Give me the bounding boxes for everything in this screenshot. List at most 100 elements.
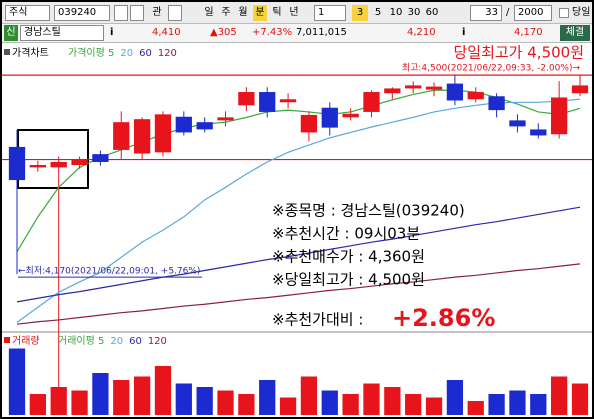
volume-bar: [342, 394, 359, 415]
minute-button[interactable]: 10: [389, 7, 403, 18]
candle-body: [467, 92, 484, 100]
legend-entry: 거래이평 5: [58, 335, 104, 347]
legend-entry: 60: [139, 48, 152, 59]
volume-bar: [133, 376, 151, 415]
volume-bar: [446, 380, 464, 415]
candle-body: [196, 122, 213, 130]
open-price: 4,210: [407, 27, 436, 38]
rate: +7.43%: [252, 27, 293, 38]
period-button[interactable]: 일: [204, 7, 214, 18]
volume-bar: [259, 380, 276, 415]
volume-bar: [509, 390, 526, 415]
candle-body: [300, 114, 318, 133]
volume-bar: [321, 390, 338, 415]
candle-body: [363, 92, 380, 112]
legend-entry: 가격이평 5: [68, 46, 114, 59]
minute-button[interactable]: 30: [407, 7, 421, 18]
volume-bar: [92, 373, 109, 415]
volume-bar: [175, 383, 192, 415]
candle-body: [571, 85, 589, 94]
trade-button[interactable]: 체결: [560, 25, 590, 41]
quote-bar: [2, 24, 592, 43]
candle-body: [321, 107, 338, 128]
legend-icon: [4, 49, 10, 55]
chart: 가격차트 가격이평 5 20 60 120 당일최고가 4,500원최고:4,500(20…: [2, 44, 592, 415]
period-button[interactable]: 틱: [272, 7, 282, 18]
volume-title: 거래량: [12, 335, 40, 347]
volume-bar: [488, 394, 505, 415]
badge: 신: [4, 25, 18, 41]
high-note: 최고:4,500(2021/06/22,09:33, -2.00%)→: [402, 63, 581, 74]
minute-button[interactable]: 5: [374, 7, 382, 18]
info-line: ※추천시간 : 09시03분: [272, 225, 420, 243]
candle-body: [384, 88, 401, 94]
volume: 7,011,015: [296, 27, 347, 38]
today-checkbox[interactable]: [559, 8, 569, 18]
chart-title: 가격차트: [12, 46, 49, 59]
candle-body: [175, 116, 192, 133]
candle-body: [238, 92, 255, 106]
separator: /: [506, 7, 510, 18]
volume-bar: [238, 394, 255, 415]
info-line: ※종목명 : 경남스틸(039240): [272, 202, 465, 220]
today-label: 당일: [572, 7, 591, 18]
volume-bar: [113, 380, 130, 415]
list-icon[interactable]: [130, 5, 144, 21]
legend-entry: 20: [120, 48, 133, 59]
info-button[interactable]: i: [110, 27, 114, 38]
candle-body: [154, 114, 172, 153]
low-note: ←최저:4,170(2021/06/22,09:01, +5.76%): [18, 266, 200, 277]
candle-body: [551, 97, 568, 135]
info-line: ※당일최고가 : 4,500원: [272, 271, 425, 289]
code-input[interactable]: 039240: [54, 5, 110, 21]
volume-bar: [405, 394, 422, 415]
volume-bar: [384, 387, 401, 415]
interval-select[interactable]: 1: [314, 5, 346, 21]
info-button[interactable]: i: [462, 27, 466, 38]
period-button[interactable]: 년: [289, 7, 299, 18]
candle-body: [530, 129, 547, 136]
candle-body: [425, 86, 443, 90]
market-select[interactable]: 주식: [5, 5, 50, 21]
candle-body: [8, 146, 26, 181]
legend-entry: 60: [129, 336, 142, 347]
candle-body: [50, 161, 67, 168]
volume-bar: [50, 387, 67, 415]
candle-body: [71, 158, 88, 165]
search-icon[interactable]: [114, 5, 128, 21]
spin-button[interactable]: [168, 5, 182, 21]
period-button[interactable]: 월: [238, 7, 248, 18]
volume-bar: [363, 383, 380, 415]
candle-body: [92, 154, 109, 162]
moving-average: [16, 89, 581, 253]
moving-average: [16, 206, 581, 303]
count-input[interactable]: 33: [470, 5, 502, 21]
volume-bar: [71, 390, 88, 415]
candle-body: [259, 92, 276, 112]
candle-body: [405, 85, 422, 89]
period-button[interactable]: 주: [221, 7, 231, 18]
volume-bar: [551, 376, 568, 415]
volume-bar: [530, 394, 547, 415]
volume-bar: [196, 387, 213, 415]
volume-bar: [425, 397, 443, 415]
legend-entry: 120: [148, 336, 167, 347]
minute-button[interactable]: 3: [352, 5, 368, 21]
info-line: ※추천매수가 : 4,360원: [272, 248, 425, 266]
watch-button[interactable]: 관: [152, 7, 162, 18]
candle-body: [279, 99, 297, 103]
candle-body: [217, 117, 234, 121]
toolbar: [2, 2, 592, 24]
minute-button[interactable]: 60: [425, 7, 439, 18]
volume-bar: [217, 390, 234, 415]
volume-bar: [571, 383, 589, 415]
moving-average: [16, 263, 581, 325]
moving-average: [16, 98, 581, 323]
volume-bar: [29, 394, 46, 415]
change: ▲305: [210, 27, 237, 38]
legend-entry: 20: [110, 336, 123, 347]
total-input[interactable]: 2000: [514, 5, 552, 21]
gain: +2.86%: [392, 304, 495, 332]
period-button[interactable]: 분: [253, 5, 267, 21]
